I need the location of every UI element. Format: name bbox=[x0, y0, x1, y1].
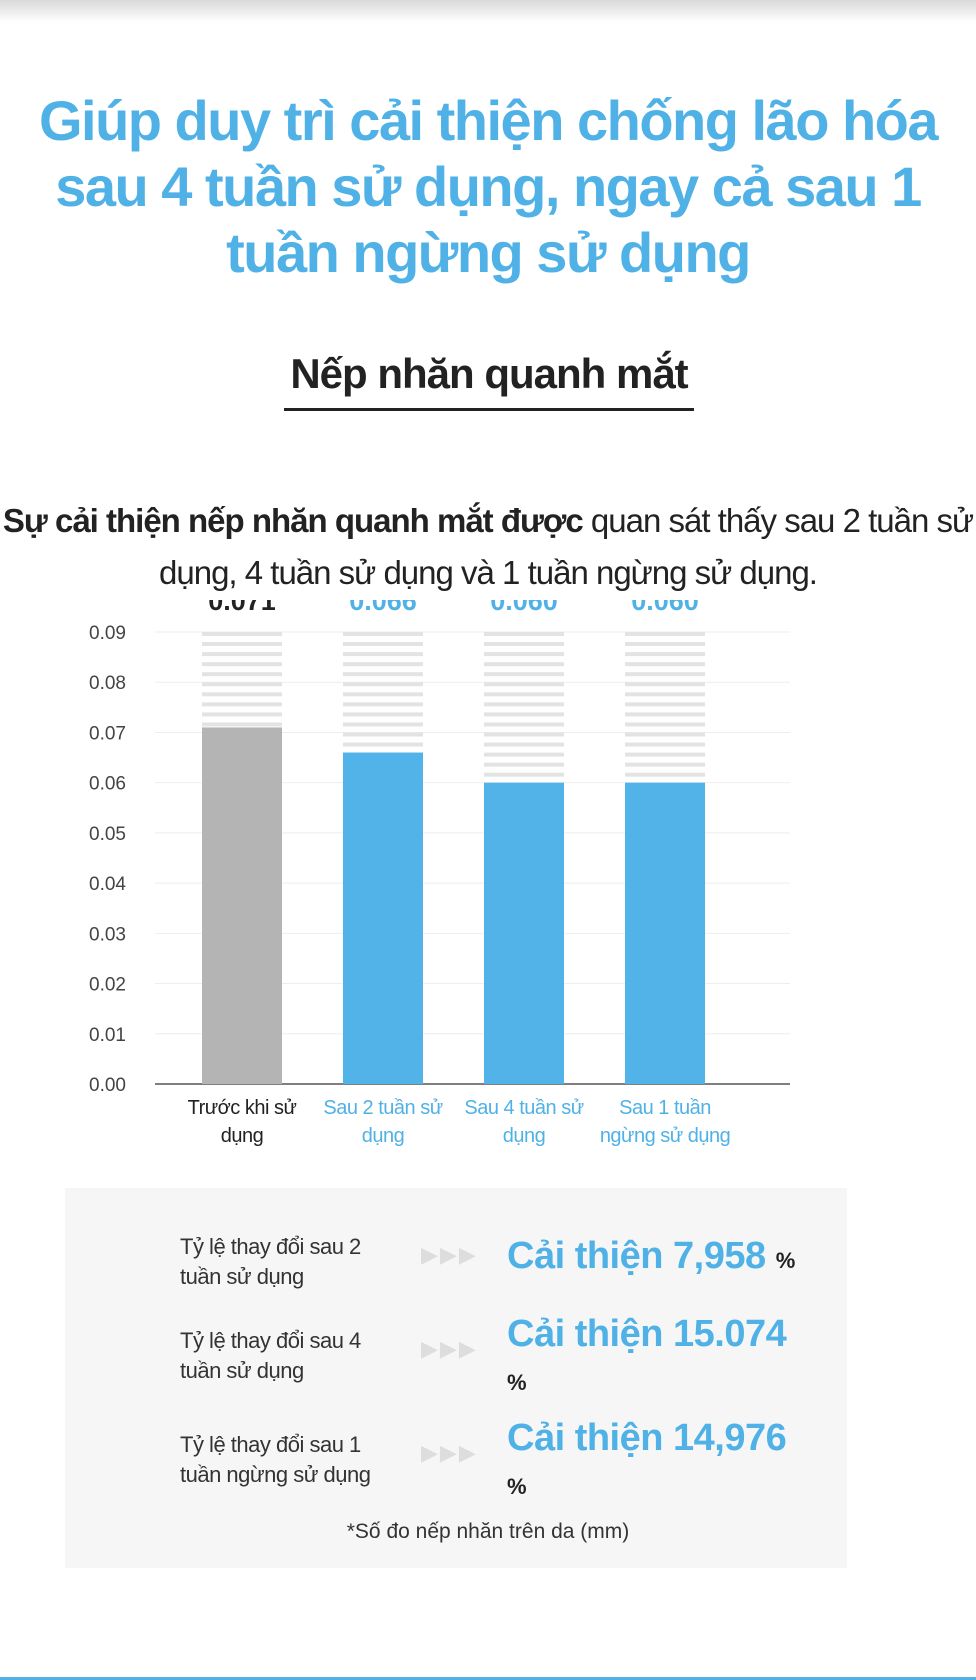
stat-label: Tỷ lệ thay đổi sau 1 tuần ngừng sử dụng bbox=[180, 1432, 371, 1487]
bar-stripe bbox=[625, 722, 705, 727]
bar-stripe bbox=[484, 772, 564, 777]
bar-stripe bbox=[202, 672, 282, 677]
stat-value: Cải thiện 14,976 % bbox=[507, 1416, 787, 1509]
bar-stripe bbox=[202, 722, 282, 727]
bar-stripe bbox=[484, 732, 564, 737]
top-shadow bbox=[0, 0, 976, 22]
bar-stripe bbox=[202, 652, 282, 657]
bar-stripe bbox=[484, 762, 564, 767]
y-tick-label: 0.07 bbox=[89, 723, 126, 744]
bar-stripe bbox=[343, 632, 423, 636]
y-tick-label: 0.09 bbox=[89, 623, 126, 644]
bar-stripe bbox=[202, 702, 282, 707]
stats-box: Tỷ lệ thay đổi sau 2 tuần sử dụng ▶▶▶ Cả… bbox=[65, 1188, 847, 1568]
bar bbox=[202, 727, 282, 1084]
bar-stripe bbox=[625, 712, 705, 717]
stat-value-text: Cải thiện 15.074 bbox=[507, 1313, 787, 1355]
footnote: *Số đo nếp nhăn trên da (mm) bbox=[346, 1520, 630, 1543]
bar-stripe bbox=[484, 722, 564, 727]
bar-chart: 0.00 0.01 0.02 0.03 0.04 0.05 0.06 0.07 0.08 0.09… bbox=[89, 600, 790, 1147]
bar-stripe bbox=[202, 642, 282, 647]
bar-stripe bbox=[343, 722, 423, 727]
bar-stripe bbox=[625, 642, 705, 647]
stat-unit: % bbox=[507, 1370, 527, 1395]
description-rest: quan sát thấy sau 2 tuần sử dụng, 4 tuần… bbox=[159, 502, 974, 591]
data-label: 0.060 bbox=[631, 600, 699, 616]
bar-stripe bbox=[625, 652, 705, 657]
bar-stripe bbox=[484, 632, 564, 636]
y-tick-label: 0.08 bbox=[89, 673, 126, 694]
bar-stripe bbox=[202, 682, 282, 687]
y-tick-label: 0.02 bbox=[89, 975, 126, 996]
stat-label: Tỷ lệ thay đổi sau 4 tuần sử dụng bbox=[180, 1328, 361, 1383]
y-tick-label: 0.03 bbox=[89, 924, 126, 945]
bar-stripe bbox=[625, 672, 705, 677]
description: Sự cải thiện nếp nhăn quanh mắt được qua… bbox=[0, 495, 976, 599]
y-tick-label: 0.00 bbox=[89, 1075, 126, 1096]
bottom-line bbox=[0, 1677, 976, 1680]
stat-value: Cải thiện 15.074 % bbox=[507, 1312, 787, 1405]
triple-chevron-right-icon: ▶▶▶ bbox=[421, 1242, 478, 1267]
bar-stripe bbox=[343, 702, 423, 707]
bar-stripe bbox=[343, 742, 423, 747]
bar-stripe bbox=[484, 752, 564, 757]
stat-label: Tỷ lệ thay đổi sau 2 tuần sử dụng bbox=[180, 1234, 361, 1289]
bar-stripe bbox=[625, 732, 705, 737]
y-tick-label: 0.06 bbox=[89, 774, 126, 795]
bar-stripe bbox=[343, 662, 423, 667]
bar-stripe bbox=[625, 682, 705, 687]
bar-stripe bbox=[202, 692, 282, 697]
page-title: Giúp duy trì cải thiện chống lão hóa sau… bbox=[38, 89, 939, 284]
bar-stripe bbox=[625, 632, 705, 636]
bar bbox=[343, 752, 423, 1084]
bar-stripe bbox=[484, 682, 564, 687]
bar-stripe bbox=[484, 642, 564, 647]
bar-stripe bbox=[343, 672, 423, 677]
section-subtitle: Nếp nhăn quanh mắt bbox=[284, 350, 694, 411]
bar-stripe bbox=[625, 742, 705, 747]
bar-stripe bbox=[484, 742, 564, 747]
stat-unit: % bbox=[507, 1474, 527, 1499]
bar-stripe bbox=[625, 662, 705, 667]
stat-value-text: Cải thiện 14,976 bbox=[507, 1417, 787, 1459]
bar-stripe bbox=[343, 682, 423, 687]
bar-stripe bbox=[202, 632, 282, 636]
bar-stripe bbox=[484, 702, 564, 707]
bar-stripe bbox=[202, 712, 282, 717]
bar-stripe bbox=[484, 662, 564, 667]
x-tick-label: Sau 1 tuần ngừng sử dụng bbox=[600, 1097, 730, 1147]
stat-unit: % bbox=[775, 1248, 796, 1273]
bar-stripe bbox=[625, 752, 705, 757]
data-label: 0.071 bbox=[208, 600, 276, 616]
bar-stripe bbox=[343, 692, 423, 697]
bar-stripe bbox=[484, 652, 564, 657]
bar-stripe bbox=[625, 772, 705, 777]
bar-stripe bbox=[343, 652, 423, 657]
stat-value: Cải thiện 7,958 % bbox=[507, 1234, 827, 1283]
bar-stripe bbox=[202, 662, 282, 667]
bar-stripe bbox=[625, 762, 705, 767]
bar-stripe bbox=[484, 712, 564, 717]
bar bbox=[625, 782, 705, 1084]
y-tick-label: 0.05 bbox=[89, 824, 126, 845]
data-label: 0.066 bbox=[349, 600, 417, 616]
bar-stripe bbox=[343, 732, 423, 737]
bar-stripe bbox=[343, 712, 423, 717]
data-label: 0.060 bbox=[490, 600, 558, 616]
triple-chevron-right-icon: ▶▶▶ bbox=[421, 1336, 478, 1361]
bar-stripe bbox=[484, 692, 564, 697]
bar-stripe bbox=[343, 642, 423, 647]
bar-stripe bbox=[625, 692, 705, 697]
bar-stripe bbox=[484, 672, 564, 677]
stat-value-text: Cải thiện 7,958 bbox=[507, 1235, 766, 1277]
x-tick-label: Sau 2 tuần sử dụng bbox=[323, 1097, 442, 1147]
x-tick-label: Sau 4 tuần sử dụng bbox=[464, 1097, 583, 1147]
triple-chevron-right-icon: ▶▶▶ bbox=[421, 1440, 478, 1465]
y-tick-label: 0.01 bbox=[89, 1025, 126, 1046]
bar-stripe bbox=[625, 702, 705, 707]
bar bbox=[484, 782, 564, 1084]
x-tick-label: Trước khi sử dụng bbox=[188, 1097, 297, 1147]
description-bold: Sự cải thiện nếp nhăn quanh mắt được bbox=[2, 502, 584, 539]
y-tick-label: 0.04 bbox=[89, 874, 126, 895]
